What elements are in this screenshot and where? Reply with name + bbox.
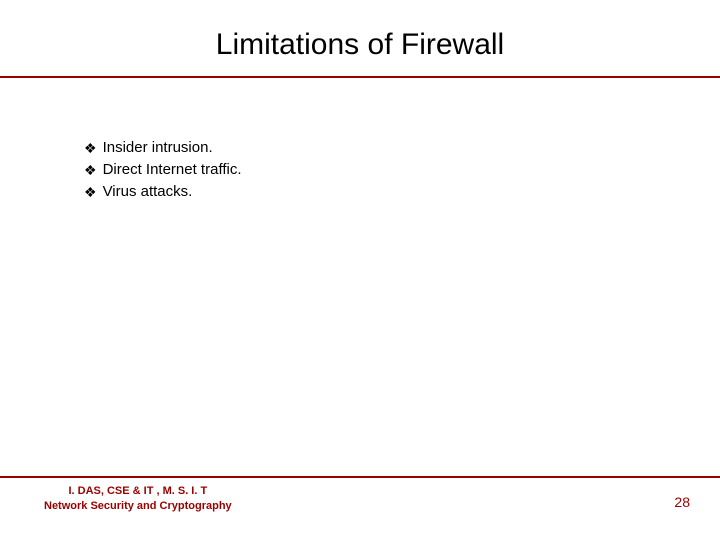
footer: I. DAS, CSE & IT , M. S. I. T Network Se… <box>0 476 720 514</box>
list-item: ❖ Insider intrusion. <box>84 138 720 158</box>
footer-divider <box>0 476 720 478</box>
footer-author-block: I. DAS, CSE & IT , M. S. I. T Network Se… <box>44 484 232 514</box>
list-item: ❖ Direct Internet traffic. <box>84 160 720 180</box>
bullet-text: Virus attacks. <box>103 182 193 202</box>
list-item: ❖ Virus attacks. <box>84 182 720 202</box>
content-area: ❖ Insider intrusion. ❖ Direct Internet t… <box>0 78 720 202</box>
footer-author-line: I. DAS, CSE & IT , M. S. I. T <box>44 484 232 499</box>
bullet-text: Insider intrusion. <box>103 138 213 158</box>
diamond-bullet-icon: ❖ <box>84 182 97 202</box>
slide-title: Limitations of Firewall <box>0 0 720 76</box>
slide: Limitations of Firewall ❖ Insider intrus… <box>0 0 720 540</box>
footer-row: I. DAS, CSE & IT , M. S. I. T Network Se… <box>0 484 720 514</box>
page-number: 28 <box>674 484 690 510</box>
diamond-bullet-icon: ❖ <box>84 160 97 180</box>
diamond-bullet-icon: ❖ <box>84 138 97 158</box>
bullet-text: Direct Internet traffic. <box>103 160 242 180</box>
footer-subject-line: Network Security and Cryptography <box>44 499 232 514</box>
